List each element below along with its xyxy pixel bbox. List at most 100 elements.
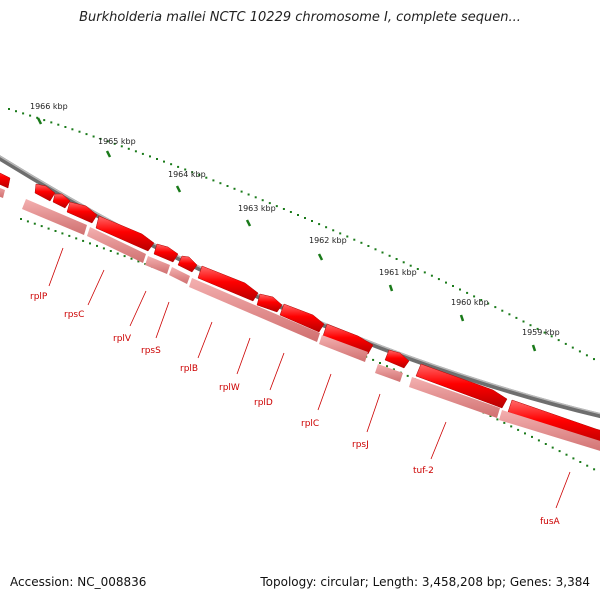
- scale-dot: [61, 232, 64, 235]
- scale-dot: [109, 250, 112, 252]
- kbp-tick-1961: 1961 kbp: [379, 268, 417, 292]
- scale-dot: [261, 199, 264, 202]
- scale-dot: [452, 285, 454, 287]
- scale-dot: [537, 439, 540, 442]
- scale-dot: [29, 114, 32, 117]
- scale-dot: [392, 368, 395, 371]
- scale-dot: [531, 435, 533, 438]
- svg-text:1959 kbp: 1959 kbp: [522, 328, 560, 337]
- scale-dot: [565, 453, 568, 456]
- scale-dot: [557, 339, 560, 342]
- scale-dot: [156, 158, 158, 160]
- gene-label-rplW: rplW: [219, 337, 251, 393]
- gene-label-rpsC: rpsC: [64, 269, 105, 320]
- scale-dot: [466, 291, 469, 294]
- scale-dot: [494, 306, 497, 309]
- scale-dot: [254, 196, 257, 199]
- scale-dot: [332, 229, 335, 232]
- svg-text:rplB: rplB: [180, 364, 198, 374]
- scale-dot: [123, 255, 126, 258]
- scale-dot: [416, 268, 419, 270]
- gene-labels: rplP rpsC rplV rpsS rplB rplW rplD rplC …: [30, 247, 571, 527]
- shadow-bar-10: [499, 410, 600, 451]
- scale-dot: [593, 468, 596, 471]
- shadow-bar-1: [0, 188, 5, 198]
- scale-dot: [85, 133, 88, 136]
- scale-dot: [102, 247, 105, 250]
- scale-dot: [205, 176, 208, 179]
- scale-dot: [170, 163, 173, 166]
- scale-dot: [282, 208, 285, 210]
- gene-arrow-rplP: [34, 183, 56, 202]
- scale-dots: [8, 108, 595, 361]
- gene-arrow-rplD: [279, 303, 325, 333]
- scale-dot: [134, 150, 137, 153]
- scale-dot: [550, 335, 553, 338]
- scale-dot: [406, 374, 409, 377]
- scale-dot: [141, 152, 144, 155]
- svg-text:rplD: rplD: [254, 398, 273, 408]
- scale-dot: [372, 358, 375, 361]
- gene-arrow-rpsJ: [384, 349, 410, 369]
- scale-dot: [127, 147, 130, 150]
- map-title: Burkholderia mallei NCTC 10229 chromosom…: [79, 10, 521, 25]
- svg-text:rpsJ: rpsJ: [352, 440, 369, 450]
- scale-dot: [586, 464, 589, 467]
- scale-dot: [219, 182, 222, 185]
- scale-dot: [198, 173, 201, 176]
- scale-dot: [585, 354, 588, 357]
- scale-dot: [501, 309, 504, 312]
- scale-dot: [106, 140, 109, 143]
- gene-arrow-small-2: [177, 255, 198, 273]
- scale-dot: [489, 415, 492, 417]
- shadow-bar-2: [22, 199, 87, 235]
- scale-dot: [318, 223, 321, 226]
- gene-label-rplD: rplD: [254, 352, 285, 408]
- shadow-bar-6: [189, 278, 320, 342]
- scale-dot: [346, 235, 349, 238]
- scale-dot: [240, 190, 243, 193]
- scale-dot: [304, 217, 306, 219]
- gene-arrow-fusA: [507, 399, 600, 443]
- scale-dot: [89, 242, 91, 245]
- shadow-bar-5: [169, 267, 190, 284]
- gene-arrow-small-1: [52, 193, 71, 209]
- kbp-tick-1963: 1963 kbp: [238, 204, 276, 227]
- gene-label-rplV: rplV: [113, 290, 147, 344]
- scale-dot: [430, 274, 433, 277]
- gene-label-rplP: rplP: [30, 247, 64, 302]
- scale-dot: [367, 245, 370, 247]
- scale-dot: [20, 218, 22, 220]
- scale-dot: [247, 193, 250, 196]
- scale-dot: [395, 258, 398, 260]
- accession-text: Accession: NC_008836: [10, 575, 147, 589]
- scale-dot: [92, 135, 95, 138]
- scale-dot: [226, 185, 229, 187]
- gene-label-rpsJ: rpsJ: [352, 393, 381, 450]
- scale-dot: [78, 130, 81, 133]
- scale-dot: [149, 155, 151, 158]
- scale-dot: [50, 121, 53, 124]
- gene-label-tuf-2: tuf-2: [413, 421, 447, 476]
- scale-dot: [503, 421, 506, 424]
- scale-dot: [82, 239, 85, 242]
- svg-text:rplV: rplV: [113, 334, 132, 344]
- scale-dot: [572, 457, 575, 460]
- scale-dot: [113, 142, 116, 145]
- scale-dot: [163, 160, 165, 163]
- scale-dot: [289, 211, 292, 213]
- scale-dot: [33, 222, 36, 225]
- svg-text:rplP: rplP: [30, 292, 48, 302]
- scale-dot: [22, 112, 25, 115]
- scale-dot: [508, 313, 511, 316]
- kbp-tick-1960: 1960 kbp: [451, 298, 489, 322]
- scale-dot: [571, 346, 574, 349]
- scale-dot: [71, 128, 74, 131]
- scale-dot: [524, 432, 526, 435]
- gene-arrow-rplC: [322, 323, 374, 355]
- scale-dot: [47, 227, 50, 230]
- scale-dot: [54, 230, 57, 232]
- scale-dot: [68, 234, 71, 237]
- svg-text:fusA: fusA: [540, 517, 561, 527]
- kbp-tick-1962: 1962 kbp: [309, 236, 347, 261]
